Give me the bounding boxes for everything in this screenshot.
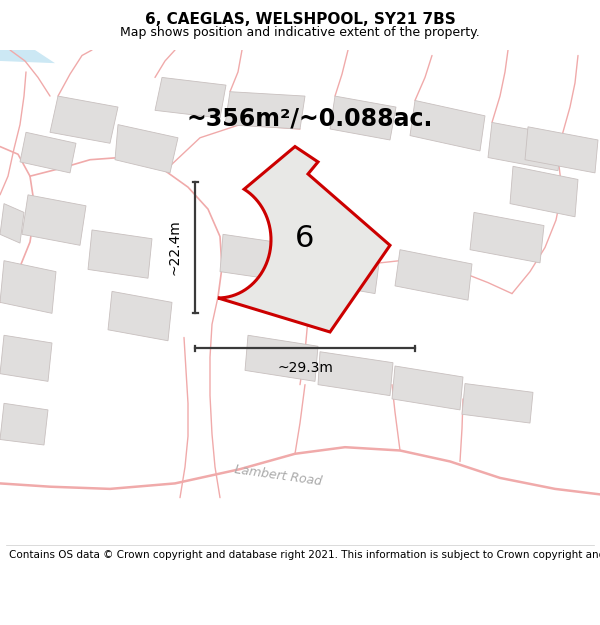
Text: 6: 6 (295, 224, 314, 253)
Text: 6, CAEGLAS, WELSHPOOL, SY21 7BS: 6, CAEGLAS, WELSHPOOL, SY21 7BS (145, 12, 455, 28)
Text: Map shows position and indicative extent of the property.: Map shows position and indicative extent… (120, 26, 480, 39)
Polygon shape (525, 127, 598, 173)
Polygon shape (88, 230, 152, 278)
Polygon shape (0, 403, 48, 445)
Polygon shape (50, 96, 118, 143)
Polygon shape (20, 132, 76, 173)
Text: Contains OS data © Crown copyright and database right 2021. This information is : Contains OS data © Crown copyright and d… (9, 550, 600, 560)
Polygon shape (0, 204, 24, 243)
Polygon shape (300, 243, 380, 294)
Polygon shape (410, 101, 485, 151)
Polygon shape (395, 250, 472, 300)
Polygon shape (488, 122, 562, 171)
Polygon shape (225, 92, 305, 129)
Polygon shape (108, 291, 172, 341)
Polygon shape (220, 234, 298, 282)
Polygon shape (0, 335, 52, 381)
Polygon shape (470, 213, 544, 263)
Polygon shape (462, 384, 533, 423)
Polygon shape (155, 78, 226, 118)
Polygon shape (330, 96, 396, 140)
Polygon shape (392, 366, 463, 410)
Text: ~29.3m: ~29.3m (277, 361, 333, 375)
Polygon shape (0, 261, 56, 313)
Polygon shape (245, 335, 318, 381)
Text: Lambert Road: Lambert Road (233, 463, 323, 488)
Text: ~356m²/~0.088ac.: ~356m²/~0.088ac. (187, 106, 433, 130)
Polygon shape (510, 166, 578, 217)
Polygon shape (22, 195, 86, 245)
Text: ~22.4m: ~22.4m (168, 219, 182, 276)
Polygon shape (218, 146, 390, 332)
Polygon shape (115, 124, 178, 173)
Polygon shape (318, 352, 393, 396)
Polygon shape (0, 50, 55, 63)
